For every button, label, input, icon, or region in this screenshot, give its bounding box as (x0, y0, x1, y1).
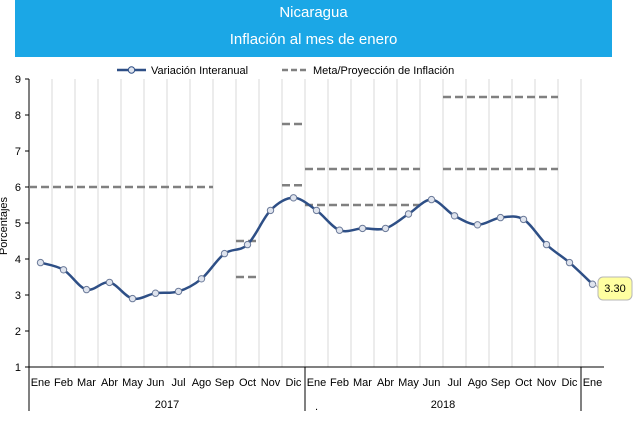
data-point (151, 289, 160, 297)
x-tick-label: Jun (423, 377, 441, 389)
data-point (220, 249, 229, 258)
x-tick-label: Feb (330, 377, 349, 389)
y-tick-label: 9 (15, 74, 21, 86)
x-tick-label: Abr (377, 377, 394, 389)
x-tick-label: Ene (583, 377, 603, 389)
legend-target-label: Meta/Proyección de Inflación (313, 65, 454, 77)
year-group-label: 2017 (155, 399, 179, 411)
y-tick-label: 2 (15, 326, 21, 338)
data-point (59, 266, 68, 274)
x-tick-label: Nov (261, 377, 281, 389)
data-point (266, 206, 275, 215)
data-point (565, 258, 574, 267)
y-tick-label: 1 (15, 362, 21, 374)
data-point (473, 221, 482, 229)
data-point (289, 194, 298, 202)
chart-title: Nicaragua (279, 4, 348, 21)
chart-subtitle: Inflación al mes de enero (229, 31, 398, 48)
y-tick-label: 3 (15, 290, 21, 302)
x-tick-label: Dic (562, 377, 578, 389)
axes: 1 2 3 4 5 6 7 8 9 (15, 74, 604, 374)
data-point (427, 195, 436, 204)
x-tick-label: May (398, 377, 419, 389)
legend-marker-swatch (127, 66, 136, 74)
data-point (404, 210, 413, 218)
data-point (519, 215, 528, 224)
legend: Variación Interanual Meta/Proyección de … (117, 65, 454, 77)
x-tick-labels: Ene Feb Mar Abr May Jun Jul Ago Sep Oct Nov Dic Ene F… (28, 367, 603, 413)
x-tick-label: Jul (171, 377, 185, 389)
callout-leader (595, 283, 599, 289)
x-tick-label: May (122, 377, 143, 389)
x-tick-label: Oct (515, 377, 532, 389)
x-tick-label: Sep (491, 377, 511, 389)
x-tick-label: Jul (447, 377, 461, 389)
grid (51, 79, 582, 367)
x-tick-label: Dic (286, 377, 302, 389)
data-point (174, 287, 183, 296)
stray-mark: . (315, 401, 318, 413)
data-point (335, 226, 344, 234)
x-tick-label: Nov (537, 377, 557, 389)
y-tick-label: 5 (15, 218, 21, 230)
x-tick-label: Ago (468, 377, 488, 389)
year-group-label: 2018 (431, 399, 455, 411)
data-point (358, 224, 367, 233)
x-tick-label: Mar (353, 377, 372, 389)
x-tick-label: Ago (192, 377, 212, 389)
data-point (197, 275, 206, 283)
x-tick-label: Sep (215, 377, 235, 389)
y-tick-label: 6 (15, 182, 21, 194)
data-point (496, 213, 505, 222)
data-point (105, 278, 114, 287)
callout-box (597, 276, 633, 301)
y-axis-title: Porcentajes (0, 196, 10, 255)
y-tick-label: 8 (15, 110, 21, 122)
data-point (542, 240, 551, 249)
data-point (588, 280, 597, 288)
data-point (128, 294, 137, 303)
x-tick-label: Oct (239, 377, 256, 389)
y-tick-label: 7 (15, 146, 21, 158)
callout-label: 3.30 (604, 283, 625, 295)
data-point (312, 206, 321, 215)
y-tick-label: 4 (15, 254, 21, 266)
data-point (82, 285, 91, 294)
x-tick-label: Ene (307, 377, 327, 389)
data-point (36, 258, 45, 267)
x-tick-label: Abr (101, 377, 118, 389)
x-tick-label: Ene (31, 377, 51, 389)
x-tick-label: Feb (54, 377, 73, 389)
data-point (381, 224, 390, 233)
data-point (243, 240, 252, 249)
data-point (450, 212, 459, 220)
x-tick-label: Jun (147, 377, 165, 389)
chart-header: Nicaragua Inflación al mes de enero (15, 0, 612, 57)
last-value-callout: 3.30 (595, 276, 633, 301)
x-tick-label: Mar (77, 377, 96, 389)
legend-series-label: Variación Interanual (151, 65, 248, 77)
target-lines (29, 95, 558, 279)
